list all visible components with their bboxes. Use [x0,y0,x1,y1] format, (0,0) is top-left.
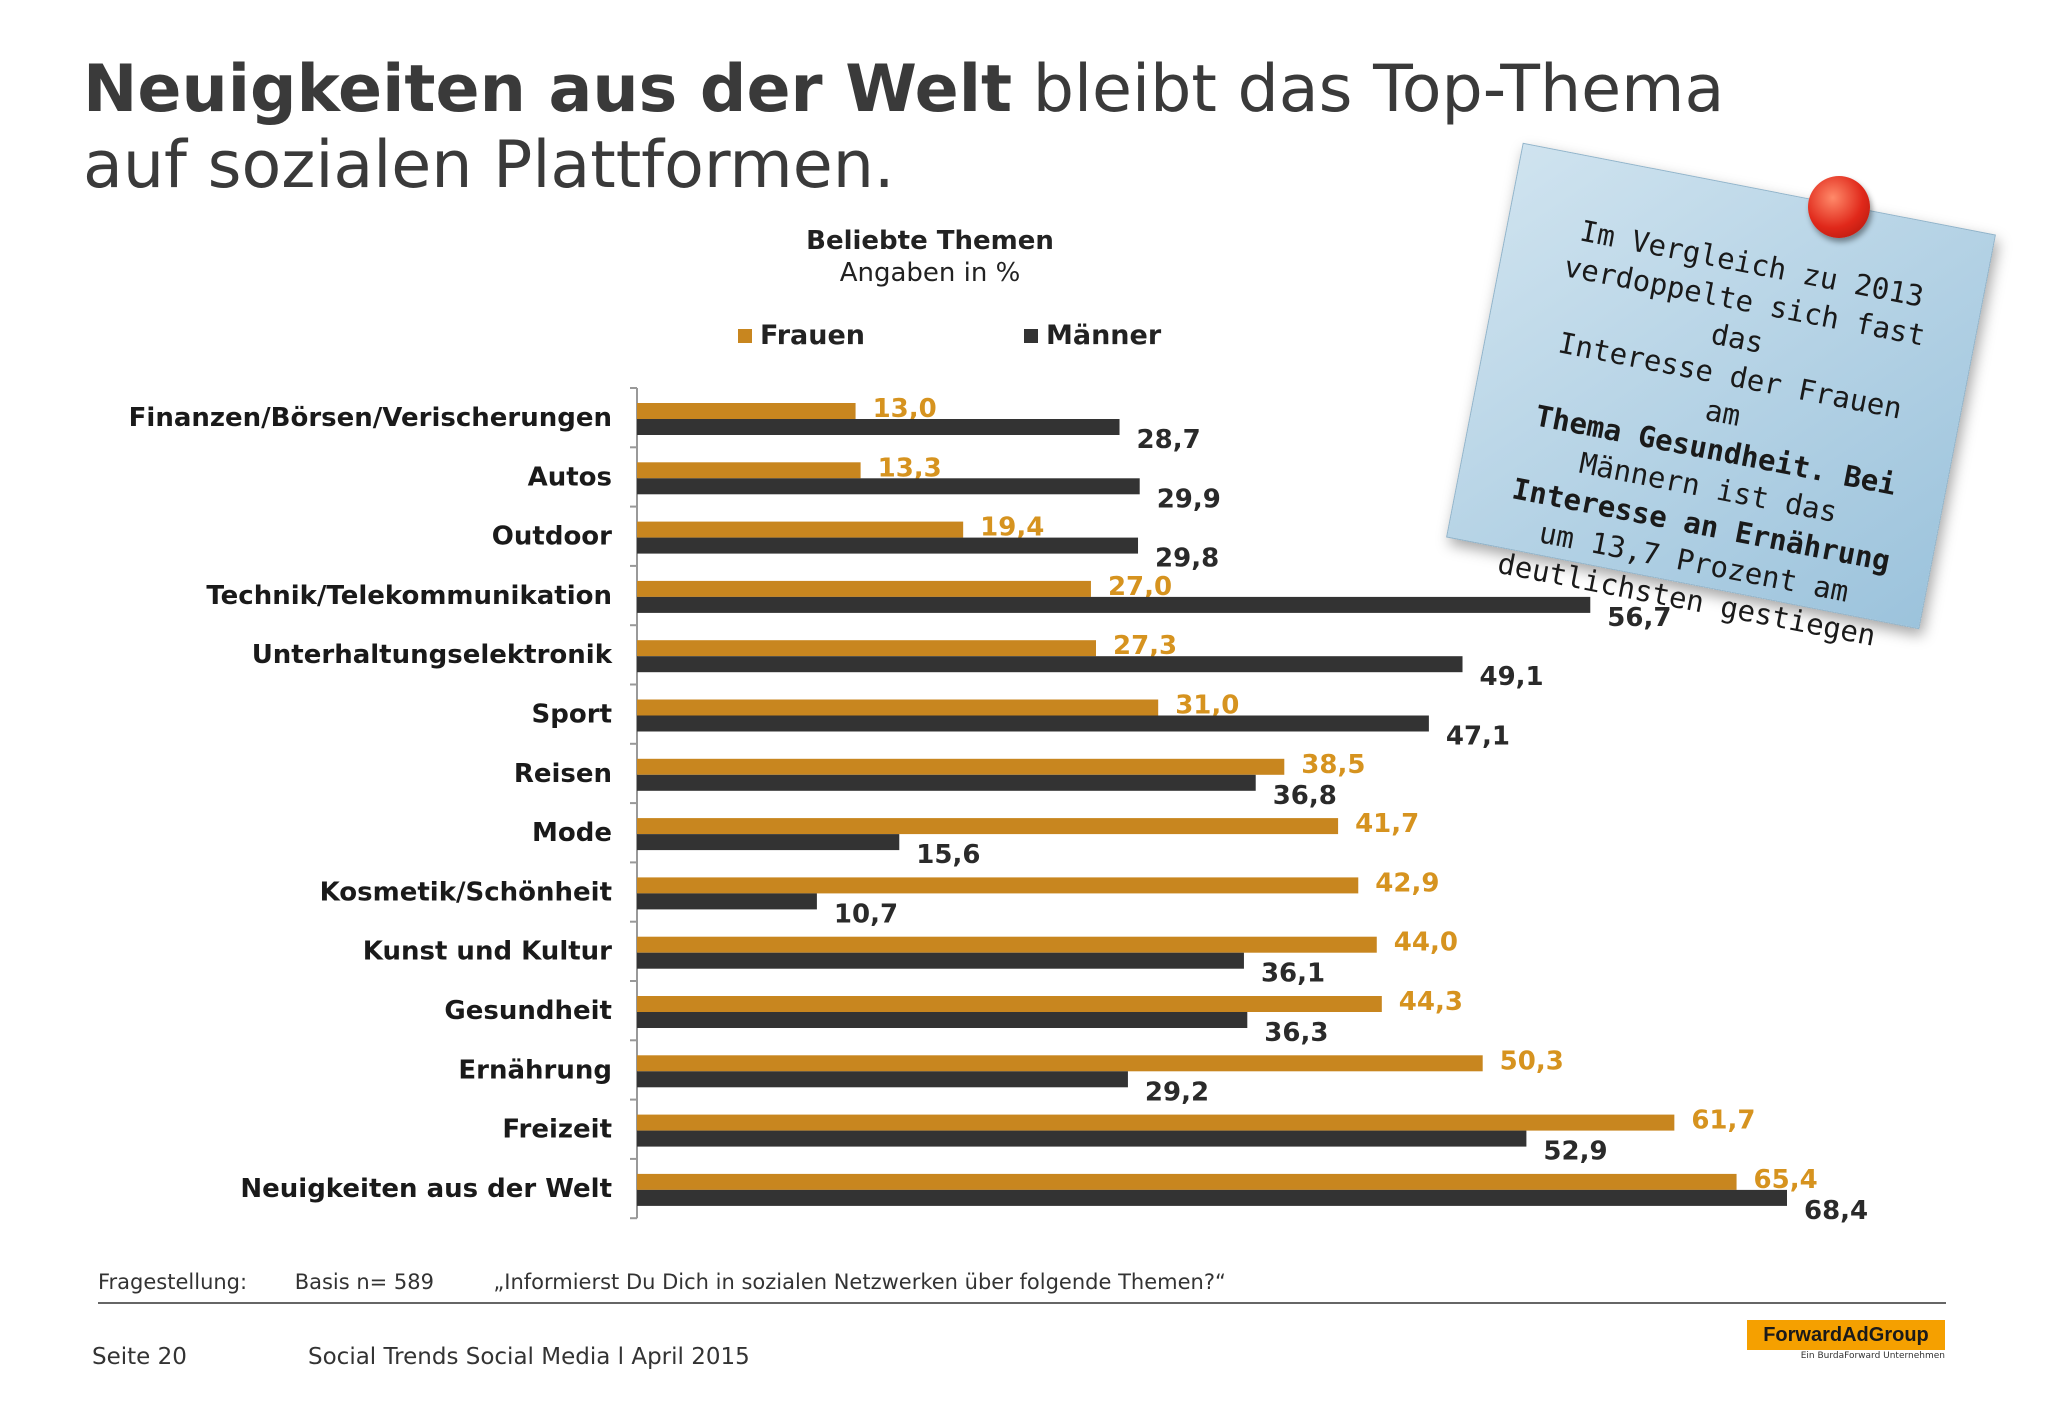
data-label-frauen: 38,5 [1301,750,1365,780]
bar-frauen [637,877,1359,894]
page-title-rest: bleibt das Top-Thema auf sozialen Plattf… [83,52,1725,203]
page-number: Seite 20 [92,1344,187,1370]
pushpin-icon [1808,176,1870,238]
bar-frauen [637,1114,1675,1131]
data-label-maenner: 29,2 [1145,1077,1209,1107]
bar-frauen [637,818,1339,835]
data-label-maenner: 49,1 [1480,662,1544,692]
category-label: Outdoor [492,522,612,552]
category-label: Freizeit [502,1115,612,1145]
footer-divider [98,1302,1946,1304]
page-title: Neuigkeiten aus der Welt bleibt das Top-… [83,52,1783,204]
category-label: Unterhaltungselektronik [252,640,613,670]
data-label-frauen: 41,7 [1355,809,1419,839]
bar-frauen [637,640,1096,657]
bar-frauen [637,403,856,419]
question-text: „Informierst Du Dich in sozialen Netzwer… [493,1270,1226,1294]
data-label-maenner: 36,1 [1261,959,1325,989]
data-label-frauen: 44,0 [1394,928,1458,958]
category-label: Kosmetik/Schönheit [320,877,612,907]
data-label-frauen: 44,3 [1399,987,1463,1017]
data-label-maenner: 36,8 [1273,781,1337,811]
bar-frauen [637,1055,1483,1072]
bar-frauen [637,758,1285,775]
category-label: Kunst und Kultur [363,937,612,967]
bar-frauen [637,699,1159,716]
category-label: Finanzen/Börsen/Verischerungen [129,403,612,433]
bar-maenner [637,419,1120,435]
legend-item-frauen: Frauen [738,320,865,351]
legend-label-frauen: Frauen [760,320,866,351]
data-label-maenner: 29,8 [1155,544,1219,574]
data-label-maenner: 28,7 [1137,425,1201,455]
legend-label-maenner: Männer [1046,320,1162,351]
category-label: Autos [528,462,612,492]
company-logo-subtitle: Ein BurdaForward Unternehmen [1800,1351,1945,1361]
sticky-note-text: Im Vergleich zu 2013 verdoppelte sich fa… [1492,208,1947,655]
footer-source: Social Trends Social Media l April 2015 [308,1344,750,1370]
data-label-maenner: 36,3 [1264,1018,1328,1048]
bar-maenner [637,656,1463,673]
bar-frauen [637,462,861,479]
footer-question: Fragestellung: Basis n= 589 „Informierst… [98,1270,1948,1294]
bar-frauen [637,996,1382,1012]
category-label: Gesundheit [444,996,612,1026]
category-label: Neuigkeiten aus der Welt [240,1174,612,1204]
bar-maenner [637,537,1139,554]
bar-maenner [637,834,900,851]
category-label: Technik/Telekommunikation [206,581,612,611]
data-label-frauen: 61,7 [1691,1106,1755,1136]
basis-label: Basis n= 589 [294,1270,435,1294]
legend-swatch-maenner [1024,328,1038,343]
bar-maenner [637,1071,1128,1088]
bar-maenner [637,478,1140,495]
bar-frauen [637,1173,1737,1190]
data-label-maenner: 15,6 [916,840,980,870]
bar-maenner [637,1189,1787,1206]
category-label: Reisen [514,759,612,789]
bar-maenner [637,715,1429,732]
category-label: Sport [532,700,612,730]
bar-maenner [637,1012,1248,1028]
chart-subtitle: Angaben in % [839,258,1021,288]
data-label-frauen: 42,9 [1375,868,1439,898]
bar-maenner [637,1130,1527,1147]
bar-maenner [637,893,817,910]
bar-frauen [637,936,1377,953]
page-title-bold: Neuigkeiten aus der Welt [83,52,1013,127]
company-logo: ForwardAdGroup [1747,1320,1945,1350]
data-label-maenner: 47,1 [1446,722,1510,752]
category-label: Mode [532,818,612,848]
bar-frauen [637,521,964,538]
bar-maenner [637,952,1244,969]
legend-swatch-frauen [738,328,752,343]
chart-title: Beliebte Themen [806,226,1054,256]
question-label: Fragestellung: [98,1270,248,1294]
bar-maenner [637,596,1591,613]
bar-frauen [637,580,1091,597]
data-label-maenner: 29,9 [1157,484,1221,514]
category-label: Ernährung [458,1055,612,1085]
bar-maenner [637,774,1256,791]
data-label-maenner: 56,7 [1607,603,1671,633]
legend-item-maenner: Männer [1024,320,1161,351]
data-label-frauen: 50,3 [1500,1046,1564,1076]
data-label-maenner: 52,9 [1543,1137,1607,1167]
data-label-maenner: 68,4 [1804,1196,1868,1226]
data-label-maenner: 10,7 [834,899,898,929]
